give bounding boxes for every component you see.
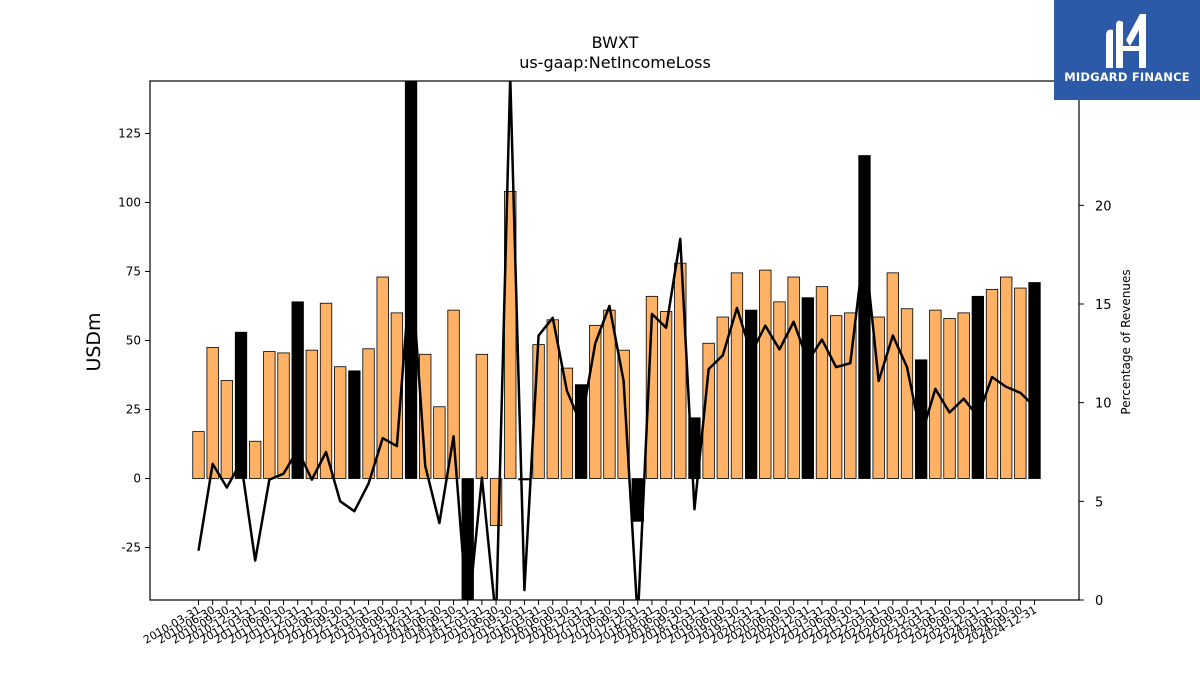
bar-quarter [319,302,333,479]
y-tick-label: 125 [118,126,141,140]
bar-quarter [1014,287,1027,479]
bar-quarter [716,316,729,479]
bar-annual [574,384,588,479]
bar-quarter [589,324,602,479]
bar-annual [858,155,871,479]
bar-quarter [376,276,389,479]
y-tick-label: 0 [133,472,141,486]
midgard-m-icon [1106,14,1146,69]
bar-annual [291,301,304,479]
bar-quarter [929,309,942,479]
bar-quarter [390,312,404,479]
bar-quarter [773,301,786,479]
y2-tick-label: 10 [1095,397,1112,412]
bar-quarter [815,286,829,479]
bar-annual [744,309,758,479]
bar-quarter [702,342,715,479]
bar-quarter [659,311,673,479]
bar-annual [801,297,814,479]
bar-quarter [759,269,772,479]
y2-tick-label: 5 [1095,495,1103,510]
y-axis-label: USDm [83,312,105,371]
bar-quarter [419,353,432,479]
y-tick-label: 75 [126,264,141,278]
bar-quarter [192,431,205,479]
y-tick-label: 50 [126,334,141,348]
y-tick-label: 25 [126,403,141,417]
y2-tick-label: 20 [1095,199,1112,214]
bar-quarter [206,346,219,479]
bar-quarter [617,349,630,479]
bar-quarter [362,348,375,479]
bar-quarter [249,440,262,479]
bar-quarter [886,272,899,479]
bar-quarter [447,309,460,479]
brand-logo-text: MIDGARD FINANCE [1064,70,1190,84]
bar-annual [234,331,248,479]
brand-logo: MIDGARD FINANCE [1054,0,1200,100]
chart-title: BWXT [592,33,639,52]
bar-quarter [787,276,800,479]
bar-quarter [277,352,290,479]
bar-quarter [1000,276,1013,479]
bar-quarter [305,349,319,479]
y2-tick-label: 0 [1095,594,1103,609]
bar-quarter [433,406,446,479]
bar-quarter [844,312,857,479]
bar-quarter [900,308,914,479]
bar-quarter [603,309,616,479]
bar-annual [348,370,361,479]
bar-annual [971,295,984,479]
plot-area [192,81,1041,600]
bar-quarter [943,318,956,479]
y2-tick-label: 15 [1095,298,1112,313]
bar-quarter [957,312,970,479]
bar-quarter [220,380,233,479]
bar-quarter [560,367,574,479]
bar-quarter [475,353,489,479]
y-tick-label: 100 [118,195,141,209]
line-percentage-of-revenues [197,81,1036,600]
bar-quarter [645,295,659,479]
bar-quarter [489,478,503,526]
y-tick-label: -25 [121,541,141,555]
bar-quarter [334,366,347,479]
bar-quarter [730,272,744,479]
bar-quarter [872,316,885,479]
y2-axis-label: Percentage of Revenues [1119,269,1133,414]
bar-annual [1028,282,1041,479]
bar-quarter [263,351,276,479]
bar-quarter [985,289,999,479]
bar-quarter [830,315,843,479]
chart-subtitle: us-gaap:NetIncomeLoss [519,53,711,72]
